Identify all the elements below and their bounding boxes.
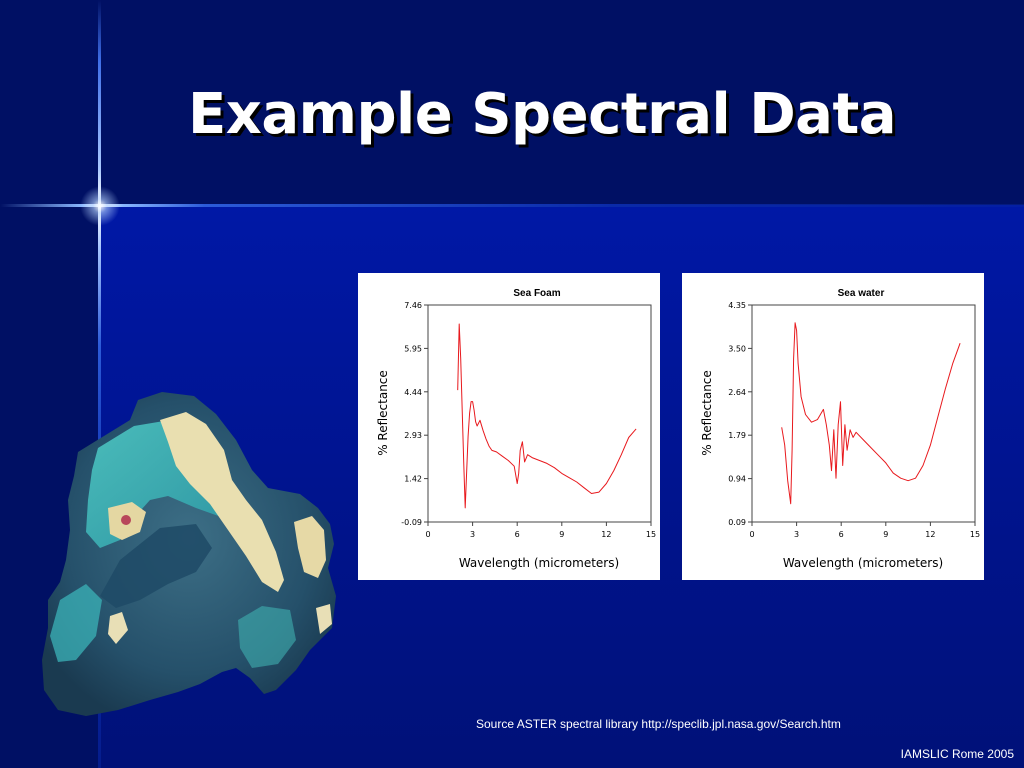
horizontal-glow-line	[0, 204, 1024, 207]
land-east	[294, 516, 326, 578]
source-citation: Source ASTER spectral library http://spe…	[476, 717, 841, 731]
x-tick-label: 12	[925, 530, 935, 539]
lagoon-channel	[100, 524, 212, 608]
y-tick-label: 1.79	[728, 431, 746, 440]
y-tick-label: 4.44	[404, 388, 422, 397]
y-axis-label: % Reflectance	[376, 370, 390, 456]
y-tick-label: 1.42	[404, 475, 422, 484]
y-tick-label: 4.35	[728, 301, 746, 310]
y-axis-label: % Reflectance	[700, 370, 714, 456]
x-tick-label: 6	[839, 530, 844, 539]
x-tick-label: 15	[970, 530, 980, 539]
land-main	[160, 412, 284, 592]
y-tick-label: 2.64	[728, 388, 746, 397]
satellite-island-image	[42, 392, 336, 716]
y-tick-label: -0.09	[401, 518, 422, 527]
x-tick-label: 3	[794, 530, 799, 539]
x-tick-label: 15	[646, 530, 656, 539]
y-tick-label: 5.95	[404, 344, 422, 353]
y-tick-label: 3.50	[728, 344, 746, 353]
y-tick-label: 0.94	[728, 475, 746, 484]
y-tick-label: 7.46	[404, 301, 422, 310]
slide-title: Example Spectral Data	[187, 82, 897, 147]
sea-water-chart: Sea water 0.09 0.94 1.79 2.64 3.50 4.35 0 3 6 9 1…	[682, 273, 984, 580]
x-axis-label: Wavelength (micrometers)	[459, 556, 619, 570]
x-axis-label: Wavelength (micrometers)	[783, 556, 943, 570]
chart-title: Sea water	[838, 288, 885, 299]
x-tick-label: 6	[515, 530, 520, 539]
y-tick-label: 0.09	[728, 518, 746, 527]
reflectance-series-line	[457, 323, 637, 509]
reef-east	[238, 606, 296, 668]
x-tick-label: 9	[883, 530, 888, 539]
title-band	[0, 0, 1024, 205]
x-tick-label: 0	[749, 530, 754, 539]
reef-south	[50, 584, 102, 662]
y-tick-label: 2.93	[404, 431, 422, 440]
plot-frame	[427, 304, 652, 523]
sand-patch	[108, 612, 128, 644]
vertical-glow-line	[98, 0, 101, 768]
sea-foam-chart: Sea Foam -0.09 1.42 2.93 4.44 5.95 7.46 0 3 6 9 1…	[358, 273, 660, 580]
plot-frame	[751, 304, 976, 523]
sand-patch-east	[316, 604, 332, 634]
sparkle-icon	[80, 186, 120, 226]
x-tick-label: 3	[470, 530, 475, 539]
chart-title: Sea Foam	[513, 288, 560, 299]
x-tick-label: 0	[425, 530, 430, 539]
reflectance-series-line	[781, 322, 961, 505]
footer-text: IAMSLIC Rome 2005	[900, 747, 1014, 761]
x-tick-label: 9	[559, 530, 564, 539]
x-tick-label: 12	[601, 530, 611, 539]
